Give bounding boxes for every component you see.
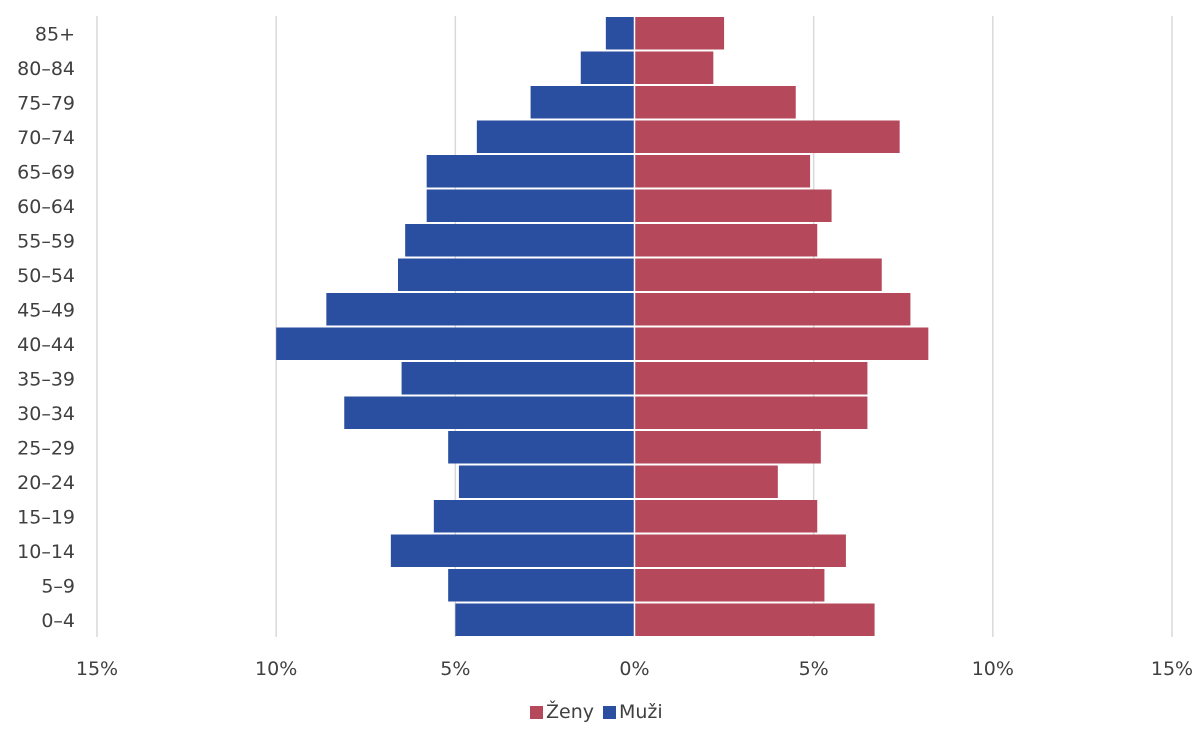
- bar-zeny-9: [634, 327, 929, 360]
- bar-muzi-8: [326, 293, 635, 326]
- category-label: 80–84: [17, 58, 75, 80]
- bar-zeny-14: [634, 500, 818, 533]
- tick-label: 15%: [76, 658, 118, 680]
- bar-zeny-8: [634, 293, 911, 326]
- legend-swatch-muzi: [603, 706, 616, 719]
- bar-zeny-0: [634, 17, 725, 50]
- category-label: 25–29: [17, 437, 75, 459]
- legend: Ženy Muži: [530, 700, 663, 723]
- category-label: 5–9: [41, 575, 75, 597]
- bar-zeny-4: [634, 155, 811, 188]
- category-label: 10–14: [17, 541, 75, 563]
- category-label: 55–59: [17, 230, 75, 252]
- category-label: 45–49: [17, 299, 75, 321]
- value-axis-labels: 15% 10% 5% 0% 5% 10% 15%: [76, 658, 1193, 680]
- tick-label: 5%: [440, 658, 470, 680]
- bar-zeny-6: [634, 224, 818, 257]
- category-label: 30–34: [17, 403, 75, 425]
- bar-muzi-9: [276, 327, 635, 360]
- bar-muzi-14: [433, 500, 635, 533]
- category-axis-labels: 85+ 80–84 75–79 70–74 65–69 60–64 55–59 50–54 45…: [17, 23, 75, 632]
- gridlines: [96, 16, 1173, 637]
- bar-zeny-1: [634, 51, 714, 84]
- category-label: 40–44: [17, 334, 75, 356]
- bar-zeny-15: [634, 534, 846, 567]
- bar-muzi-5: [426, 189, 635, 222]
- category-label: 0–4: [41, 610, 75, 632]
- bar-muzi-6: [405, 224, 635, 257]
- legend-swatch-zeny: [530, 706, 543, 719]
- bar-muzi-11: [344, 396, 635, 429]
- bar-zeny-11: [634, 396, 868, 429]
- category-label: 35–39: [17, 368, 75, 390]
- tick-label: 10%: [972, 658, 1014, 680]
- bar-zeny-10: [634, 362, 868, 395]
- bar-zeny-2: [634, 86, 796, 119]
- category-label: 20–24: [17, 472, 75, 494]
- bar-zeny-12: [634, 431, 821, 464]
- bar-zeny-17: [634, 603, 875, 636]
- category-label: 75–79: [17, 92, 75, 114]
- tick-label: 10%: [255, 658, 297, 680]
- bar-muzi-0: [605, 17, 635, 50]
- bar-muzi-16: [448, 569, 635, 602]
- bar-muzi-7: [398, 258, 635, 291]
- bar-muzi-4: [426, 155, 635, 188]
- bars: [276, 16, 929, 637]
- tick-label: 0%: [619, 658, 649, 680]
- category-label: 85+: [35, 23, 75, 45]
- bar-muzi-15: [390, 534, 635, 567]
- bar-zeny-13: [634, 465, 778, 498]
- bar-muzi-3: [476, 120, 635, 153]
- bar-zeny-16: [634, 569, 825, 602]
- bar-muzi-2: [530, 86, 635, 119]
- category-label: 70–74: [17, 127, 75, 149]
- bar-zeny-7: [634, 258, 882, 291]
- bar-muzi-12: [448, 431, 635, 464]
- bar-muzi-17: [455, 603, 635, 636]
- category-label: 50–54: [17, 265, 75, 287]
- bar-muzi-1: [580, 51, 635, 84]
- bar-zeny-5: [634, 189, 832, 222]
- tick-label: 5%: [799, 658, 829, 680]
- legend-label-zeny: Ženy: [546, 700, 594, 723]
- category-label: 65–69: [17, 161, 75, 183]
- category-label: 60–64: [17, 196, 75, 218]
- bar-muzi-10: [401, 362, 635, 395]
- bar-muzi-13: [458, 465, 635, 498]
- tick-label: 15%: [1151, 658, 1193, 680]
- bar-zeny-3: [634, 120, 900, 153]
- category-label: 15–19: [17, 506, 75, 528]
- legend-label-muzi: Muži: [619, 701, 663, 723]
